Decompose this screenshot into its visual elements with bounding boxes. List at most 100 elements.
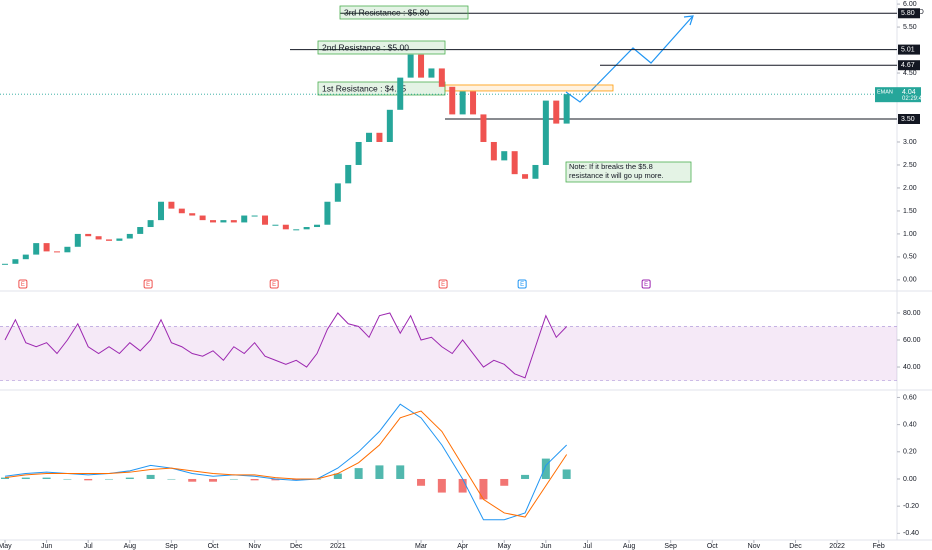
y-tick-label: 2.00 (903, 185, 917, 192)
candle (168, 201, 175, 209)
y-tick-label: 0.20 (903, 449, 917, 456)
candle (428, 68, 435, 78)
candle (116, 238, 123, 241)
candle (334, 183, 341, 202)
event-marker (438, 279, 448, 289)
histogram-bar (354, 468, 363, 479)
x-tick-label: Jun (540, 543, 551, 550)
y-tick-label: 3.00 (903, 139, 917, 146)
projection-arrow (565, 16, 693, 103)
y-tick-label: 0.50 (903, 254, 917, 261)
x-tick-label: Apr (457, 543, 469, 550)
x-tick-label: Jul (84, 543, 93, 550)
y-tick-label: -0.40 (903, 530, 919, 537)
candle (241, 215, 248, 223)
histogram-bar (292, 478, 301, 481)
candle (1, 263, 8, 265)
x-tick-label: Oct (707, 543, 718, 550)
histogram-bar (250, 478, 259, 481)
x-tick-label: Sep (165, 543, 178, 550)
histogram-bar (21, 477, 30, 479)
candle (407, 54, 414, 78)
histogram-bar (333, 473, 342, 479)
y-tick-label: -0.20 (903, 503, 919, 510)
histogram-bar (375, 465, 384, 479)
candle (126, 233, 133, 239)
y-tick-label: 40.00 (903, 364, 921, 371)
level-tag (898, 44, 920, 55)
x-tick-label: Jun (41, 543, 52, 550)
event-label: E (272, 282, 276, 288)
x-tick-label: Jul (583, 543, 592, 550)
candle (12, 259, 19, 264)
candle (22, 254, 29, 260)
histogram-bar (188, 478, 197, 482)
annotation-box (339, 5, 469, 20)
candle (345, 164, 352, 184)
candle (511, 151, 518, 175)
level-label: 3.50 (901, 116, 915, 123)
y-tick-label: 60.00 (903, 337, 921, 344)
x-tick-label: 2022 (829, 543, 845, 550)
histogram-bar (63, 478, 72, 480)
x-tick-label: Aug (623, 543, 636, 550)
histogram-bar (500, 478, 509, 486)
level-tag (898, 8, 920, 19)
last-price: 4.04 (902, 89, 916, 96)
candle (272, 224, 279, 226)
x-tick-label: May (0, 543, 12, 550)
y-tick-label: 6.00 (903, 1, 917, 8)
candle (366, 132, 373, 142)
candle (522, 174, 529, 179)
note-text: resistance it will go up more. (569, 171, 664, 180)
annotation-box (317, 40, 446, 55)
candle (199, 215, 206, 221)
resistance-zone (444, 84, 614, 92)
x-tick-label: Nov (248, 543, 261, 550)
y-tick-label: 5.50 (903, 24, 917, 31)
histogram-bar (0, 477, 9, 479)
candle (43, 243, 50, 252)
annotation-text: 1st Resistance : $4.15 (322, 83, 406, 93)
x-tick-label: Aug (124, 543, 137, 550)
candle (449, 86, 456, 115)
histogram-bar (458, 478, 467, 493)
candle (480, 114, 487, 142)
note-text: Note: If it breaks the $5.8 (569, 162, 653, 171)
candle (470, 91, 477, 115)
candle (85, 233, 92, 237)
level-label: 4.67 (901, 62, 915, 69)
level-label: 5.80 (901, 10, 915, 17)
symbol: EMAN (877, 90, 893, 96)
x-tick-label: Mar (415, 543, 428, 550)
candle (490, 141, 497, 161)
y-tick-label: 0.00 (903, 476, 917, 483)
candle (53, 251, 60, 253)
candle (137, 227, 144, 234)
x-tick-label: Dec (789, 543, 802, 550)
event-marker (269, 279, 279, 289)
candle (355, 141, 362, 165)
candle (563, 94, 570, 124)
candle (282, 224, 289, 230)
event-marker (517, 279, 527, 289)
candle (178, 208, 185, 214)
event-label: E (21, 282, 25, 288)
candle (64, 246, 71, 253)
candle (397, 77, 404, 110)
macd-line (4, 410, 568, 518)
histogram-bar (125, 477, 134, 479)
candle (230, 220, 237, 223)
x-tick-label: Feb (873, 543, 885, 550)
candle (95, 236, 102, 240)
histogram-bar (146, 474, 155, 479)
histogram-bar (437, 478, 446, 493)
candle (501, 151, 508, 161)
histogram-bar (84, 478, 93, 481)
candle (532, 164, 539, 179)
candle (147, 220, 154, 228)
annotation-text: 3rd Resistance : $5.80 (344, 7, 429, 17)
y-tick-label: 1.50 (903, 208, 917, 215)
histogram-bar (229, 478, 238, 480)
y-tick-label: 2.50 (903, 162, 917, 169)
